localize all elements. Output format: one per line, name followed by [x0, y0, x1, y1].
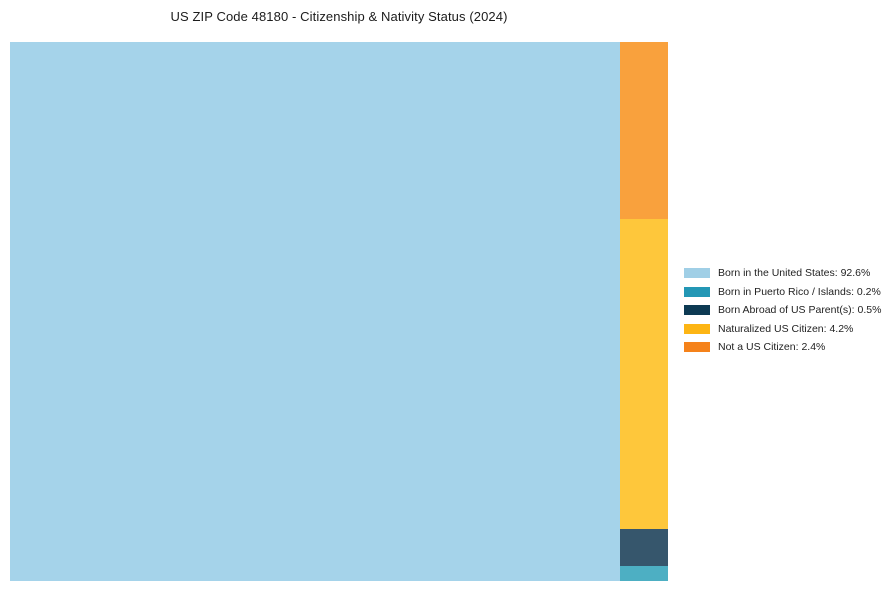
- legend-label: Born Abroad of US Parent(s): 0.5%: [718, 304, 882, 317]
- tile-born-in-the-united-states[interactable]: [10, 42, 620, 581]
- tile-born-in-puerto-rico-islands[interactable]: [619, 566, 668, 581]
- treemap-plot: [10, 42, 668, 581]
- legend-label: Born in Puerto Rico / Islands: 0.2%: [718, 285, 881, 298]
- legend-label: Naturalized US Citizen: 4.2%: [718, 322, 854, 335]
- legend-label: Born in the United States: 92.6%: [718, 267, 871, 280]
- legend: Born in the United States: 92.6% Born in …: [684, 264, 881, 357]
- tile-naturalized-us-citizen[interactable]: [619, 219, 668, 530]
- legend-swatch-icon: [684, 268, 710, 279]
- legend-item-naturalized-us-citizen[interactable]: Naturalized US Citizen: 4.2%: [684, 320, 881, 339]
- legend-swatch-icon: [684, 342, 710, 353]
- legend-label: Not a US Citizen: 2.4%: [718, 341, 826, 354]
- legend-swatch-icon: [684, 305, 710, 316]
- legend-item-born-in-the-united-states[interactable]: Born in the United States: 92.6%: [684, 264, 881, 283]
- legend-item-born-in-puerto-rico-islands[interactable]: Born in Puerto Rico / Islands: 0.2%: [684, 283, 881, 302]
- legend-swatch-icon: [684, 286, 710, 297]
- chart-title: US ZIP Code 48180 - Citizenship & Nativi…: [170, 9, 508, 24]
- legend-item-not-a-us-citizen[interactable]: Not a US Citizen: 2.4%: [684, 338, 881, 357]
- legend-item-born-abroad-of-us-parent-s[interactable]: Born Abroad of US Parent(s): 0.5%: [684, 301, 881, 320]
- tile-not-a-us-citizen[interactable]: [619, 42, 668, 220]
- legend-swatch-icon: [684, 323, 710, 334]
- tile-born-abroad-of-us-parent-s[interactable]: [619, 529, 668, 567]
